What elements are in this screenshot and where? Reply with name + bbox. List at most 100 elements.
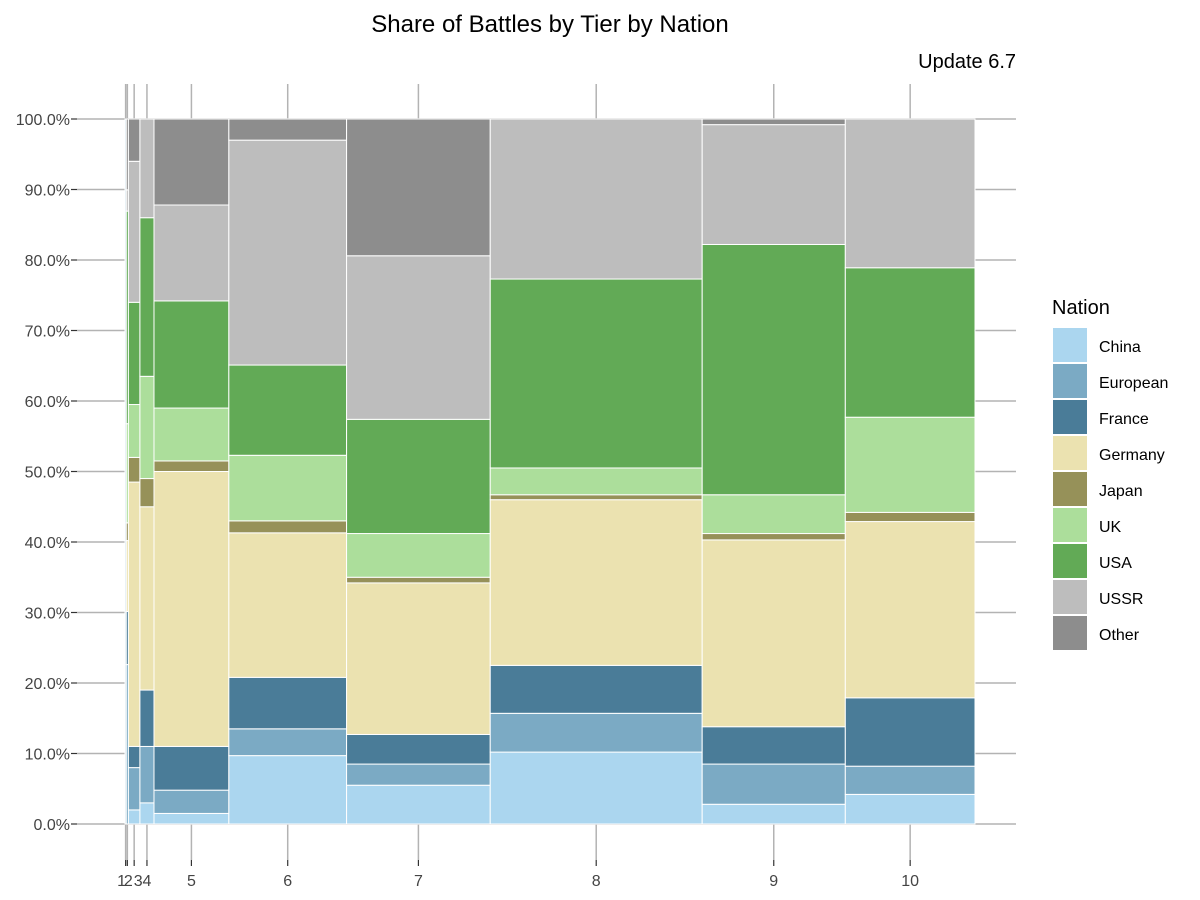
bar-segment-tier-4-usa: [139, 217, 155, 377]
bar-segment-tier-9-other: [701, 118, 846, 126]
x-tick-label: 3: [134, 873, 143, 890]
bar-segment-tier-4-japan: [139, 478, 155, 508]
y-tick-label: 100.0%: [16, 112, 70, 129]
bar-segment-tier-6-ussr: [228, 139, 348, 366]
y-tick-label: 40.0%: [25, 535, 70, 552]
bar-segment-tier-6-france: [228, 676, 348, 730]
x-tick-label: 8: [592, 873, 601, 890]
bar-segment-tier-7-germany: [346, 582, 491, 735]
bar-segment-tier-8-uk: [489, 467, 703, 496]
y-tick-label: 0.0%: [34, 817, 70, 834]
bar-segment-tier-8-germany: [489, 499, 703, 666]
bar-segment-tier-9-uk: [701, 494, 846, 535]
y-tick-label: 80.0%: [25, 253, 70, 270]
y-tick-label: 30.0%: [25, 606, 70, 623]
x-axis: 12 3 4 5 6 7 8 9 10: [117, 860, 919, 890]
legend-label-ussr: USSR: [1099, 591, 1143, 608]
x-tick-label: 1: [117, 873, 126, 890]
bar-segment-tier-3-european: [127, 767, 141, 811]
bar-segment-tier-4-uk: [139, 375, 155, 480]
legend-title: Nation: [1052, 297, 1110, 319]
bar-segment-tier-5-japan: [153, 460, 230, 472]
bar-segment-tier-8-france: [489, 664, 703, 714]
bar-segment-tier-5-ussr: [153, 204, 230, 302]
legend-label-china: China: [1099, 339, 1141, 356]
bar-segment-tier-4-france: [139, 689, 155, 747]
bar-segment-tier-3-ussr: [127, 160, 141, 303]
legend-swatch-usa: [1053, 544, 1087, 578]
bar-segment-tier-7-european: [346, 763, 491, 786]
bar-segment-tier-4-germany: [139, 506, 155, 691]
bar-segment-tier-4-china: [139, 802, 155, 825]
bar-segment-tier-8-european: [489, 712, 703, 753]
legend-swatch-uk: [1053, 508, 1087, 542]
legend-swatch-other: [1053, 616, 1087, 650]
bar-segment-tier-10-china: [844, 793, 976, 825]
bar-segment-tier-3-other: [127, 118, 141, 162]
bar-segment-tier-8-usa: [489, 278, 703, 469]
bar-segment-tier-10-germany: [844, 521, 976, 699]
y-tick-label: 10.0%: [25, 747, 70, 764]
legend-swatch-germany: [1053, 436, 1087, 470]
bar-segment-tier-10-japan: [844, 511, 976, 523]
legend-label-european: European: [1099, 375, 1168, 392]
bar-segment-tier-7-other: [346, 118, 491, 257]
bar-segment-tier-4-european: [139, 745, 155, 804]
bar-segment-tier-3-uk: [127, 404, 141, 458]
x-tick-label: 4: [143, 873, 152, 890]
bar-segment-tier-3-china: [127, 809, 141, 825]
bar-segment-tier-6-china: [228, 755, 348, 825]
bar-segment-tier-10-european: [844, 765, 976, 795]
bar-segment-tier-10-ussr: [844, 118, 976, 269]
bar-segment-tier-6-european: [228, 728, 348, 757]
bar-segment-tier-10-france: [844, 697, 976, 767]
x-tick-label: 2: [124, 873, 133, 890]
x-tick-label: 5: [187, 873, 196, 890]
bar-segment-tier-5-germany: [153, 471, 230, 747]
bar-segment-tier-7-japan: [346, 576, 491, 584]
bar-segment-tier-3-france: [127, 745, 141, 769]
bar-segment-tier-9-france: [701, 726, 846, 765]
y-tick-label: 20.0%: [25, 676, 70, 693]
bar-segment-tier-7-uk: [346, 533, 491, 578]
bar-segment-tier-3-japan: [127, 456, 141, 483]
legend-label-other: Other: [1099, 627, 1140, 644]
y-tick-label: 60.0%: [25, 394, 70, 411]
legend-swatch-china: [1053, 328, 1087, 362]
legend-swatch-france: [1053, 400, 1087, 434]
x-tick-label: 9: [769, 873, 778, 890]
x-tick-label: 6: [283, 873, 292, 890]
bar-segment-tier-9-japan: [701, 533, 846, 541]
bar-segment-tier-4-ussr: [139, 118, 155, 219]
y-tick-label: 90.0%: [25, 183, 70, 200]
bar-segment-tier-10-usa: [844, 267, 976, 418]
bar-segment-tier-7-france: [346, 733, 491, 765]
bar-segment-tier-8-china: [489, 751, 703, 825]
bar-segment-tier-9-germany: [701, 539, 846, 728]
bar-segment-tier-5-usa: [153, 300, 230, 409]
bar-segment-tier-7-usa: [346, 418, 491, 535]
bar-segment-tier-8-japan: [489, 494, 703, 501]
bar-segment-tier-5-france: [153, 745, 230, 791]
legend-label-uk: UK: [1099, 519, 1122, 536]
x-tick-label: 10: [901, 873, 919, 890]
y-axis: 0.0% 10.0% 20.0% 30.0% 40.0% 50.0% 60.0% 70.0% 8…: [16, 112, 77, 834]
bar-segment-tier-6-germany: [228, 532, 348, 678]
legend-swatch-ussr: [1053, 580, 1087, 614]
chart-title: Share of Battles by Tier by Nation: [371, 11, 729, 38]
legend-label-france: France: [1099, 411, 1149, 428]
bar-segment-tier-6-other: [228, 118, 348, 141]
bar-segment-tier-9-china: [701, 803, 846, 825]
bar-segment-tier-9-ussr: [701, 124, 846, 245]
legend: Nation China European France Germany Japan UK…: [1052, 297, 1168, 650]
legend-label-usa: USA: [1099, 555, 1132, 572]
legend-swatch-european: [1053, 364, 1087, 398]
bar-segment-tier-5-european: [153, 789, 230, 814]
bar-segment-tier-5-china: [153, 812, 230, 825]
bar-segment-tier-9-usa: [701, 243, 846, 496]
chart-subtitle: Update 6.7: [918, 51, 1016, 73]
y-tick-label: 50.0%: [25, 465, 70, 482]
bar-segment-tier-6-japan: [228, 520, 348, 534]
bar-segment-tier-7-china: [346, 784, 491, 825]
